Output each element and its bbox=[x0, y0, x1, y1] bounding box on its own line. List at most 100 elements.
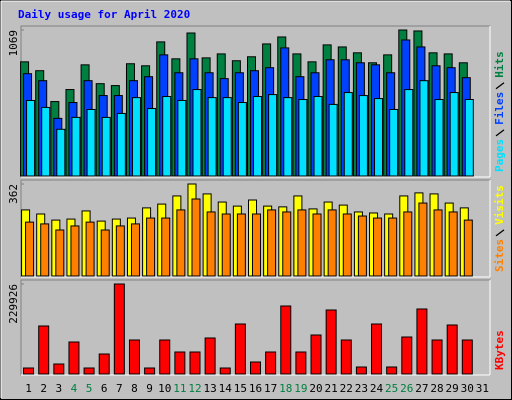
bar bbox=[25, 221, 35, 277]
bar bbox=[146, 217, 156, 277]
bar bbox=[340, 339, 352, 375]
bar bbox=[128, 339, 140, 375]
legend-entry: Pages bbox=[493, 139, 506, 172]
bar bbox=[86, 108, 96, 177]
bar bbox=[147, 108, 157, 177]
bar bbox=[207, 97, 217, 177]
x-tick-label: 31 bbox=[476, 382, 489, 395]
bar bbox=[373, 217, 383, 277]
x-tick-label: 22 bbox=[340, 382, 353, 395]
bar bbox=[83, 367, 95, 375]
bar bbox=[26, 99, 36, 177]
bar bbox=[431, 339, 443, 375]
bar bbox=[206, 211, 216, 277]
x-tick-label: 23 bbox=[355, 382, 368, 395]
legend: KBytes bbox=[493, 330, 506, 370]
bar bbox=[85, 221, 95, 277]
y-tick-label: 362 bbox=[7, 184, 20, 204]
bar bbox=[222, 97, 232, 177]
x-tick-label: 14 bbox=[219, 382, 233, 395]
x-tick-label: 18 bbox=[279, 382, 292, 395]
bar bbox=[355, 366, 367, 375]
bar bbox=[418, 202, 428, 277]
bar bbox=[448, 211, 458, 277]
bar bbox=[130, 223, 140, 277]
bar bbox=[401, 336, 413, 375]
bar bbox=[433, 209, 443, 277]
x-tick-label: 24 bbox=[370, 382, 384, 395]
bar bbox=[159, 339, 171, 375]
legend: Pages Files Hits bbox=[493, 51, 506, 172]
bar bbox=[357, 215, 367, 277]
bar bbox=[131, 97, 141, 177]
bar bbox=[113, 283, 125, 375]
bar bbox=[283, 97, 293, 177]
bar bbox=[310, 334, 322, 375]
bar bbox=[403, 211, 413, 277]
bar bbox=[252, 213, 261, 277]
legend-separator bbox=[495, 229, 505, 237]
bar bbox=[253, 96, 262, 177]
bar bbox=[312, 213, 322, 277]
bar bbox=[221, 213, 231, 277]
bar bbox=[250, 361, 261, 375]
bar bbox=[204, 337, 216, 375]
bar bbox=[328, 103, 338, 177]
bar bbox=[282, 211, 292, 277]
bar bbox=[115, 225, 125, 277]
x-tick-label: 17 bbox=[264, 382, 277, 395]
legend-entry: Visits bbox=[493, 185, 506, 225]
bar bbox=[325, 309, 337, 375]
x-tick-label: 8 bbox=[131, 382, 138, 395]
bar bbox=[53, 363, 65, 375]
x-tick-label: 5 bbox=[86, 382, 93, 395]
bar bbox=[162, 96, 172, 177]
x-tick-label: 25 bbox=[385, 382, 398, 395]
x-tick-label: 16 bbox=[249, 382, 262, 395]
x-tick-label: 30 bbox=[461, 382, 474, 395]
bar bbox=[192, 89, 202, 177]
legend-entry: Sites bbox=[493, 239, 506, 272]
bar bbox=[41, 106, 51, 177]
bar bbox=[295, 351, 307, 375]
bar bbox=[404, 89, 414, 177]
x-tick-label: 20 bbox=[309, 382, 322, 395]
bar bbox=[98, 353, 110, 375]
bar bbox=[55, 229, 65, 277]
x-tick-label: 15 bbox=[234, 382, 247, 395]
bar bbox=[176, 209, 186, 277]
bar bbox=[100, 229, 110, 277]
bar bbox=[116, 112, 126, 177]
bar bbox=[464, 99, 474, 177]
bar bbox=[463, 219, 473, 277]
bar bbox=[371, 323, 383, 375]
x-tick-label: 26 bbox=[400, 382, 413, 395]
bar bbox=[236, 213, 246, 277]
bar bbox=[461, 339, 473, 375]
bar bbox=[389, 108, 399, 177]
bar bbox=[374, 98, 384, 177]
bar bbox=[265, 351, 277, 375]
legend-separator bbox=[495, 82, 505, 90]
bar bbox=[70, 225, 80, 277]
x-tick-label: 4 bbox=[71, 382, 78, 395]
bar bbox=[219, 367, 231, 375]
x-tick-label: 11 bbox=[173, 382, 186, 395]
bar bbox=[40, 223, 50, 277]
legend-entry: KBytes bbox=[493, 330, 506, 370]
bar bbox=[327, 209, 337, 277]
bar bbox=[267, 209, 277, 277]
x-tick-label: 7 bbox=[116, 382, 123, 395]
x-tick-label: 12 bbox=[188, 382, 201, 395]
bar bbox=[313, 96, 323, 177]
legend-separator bbox=[495, 129, 505, 137]
x-tick-label: 9 bbox=[146, 382, 153, 395]
bar bbox=[23, 367, 35, 375]
x-tick-label: 6 bbox=[101, 382, 108, 395]
bar bbox=[298, 99, 308, 177]
x-tick-label: 13 bbox=[203, 382, 216, 395]
bar bbox=[342, 213, 352, 277]
bar bbox=[434, 99, 444, 177]
bar bbox=[234, 323, 246, 375]
